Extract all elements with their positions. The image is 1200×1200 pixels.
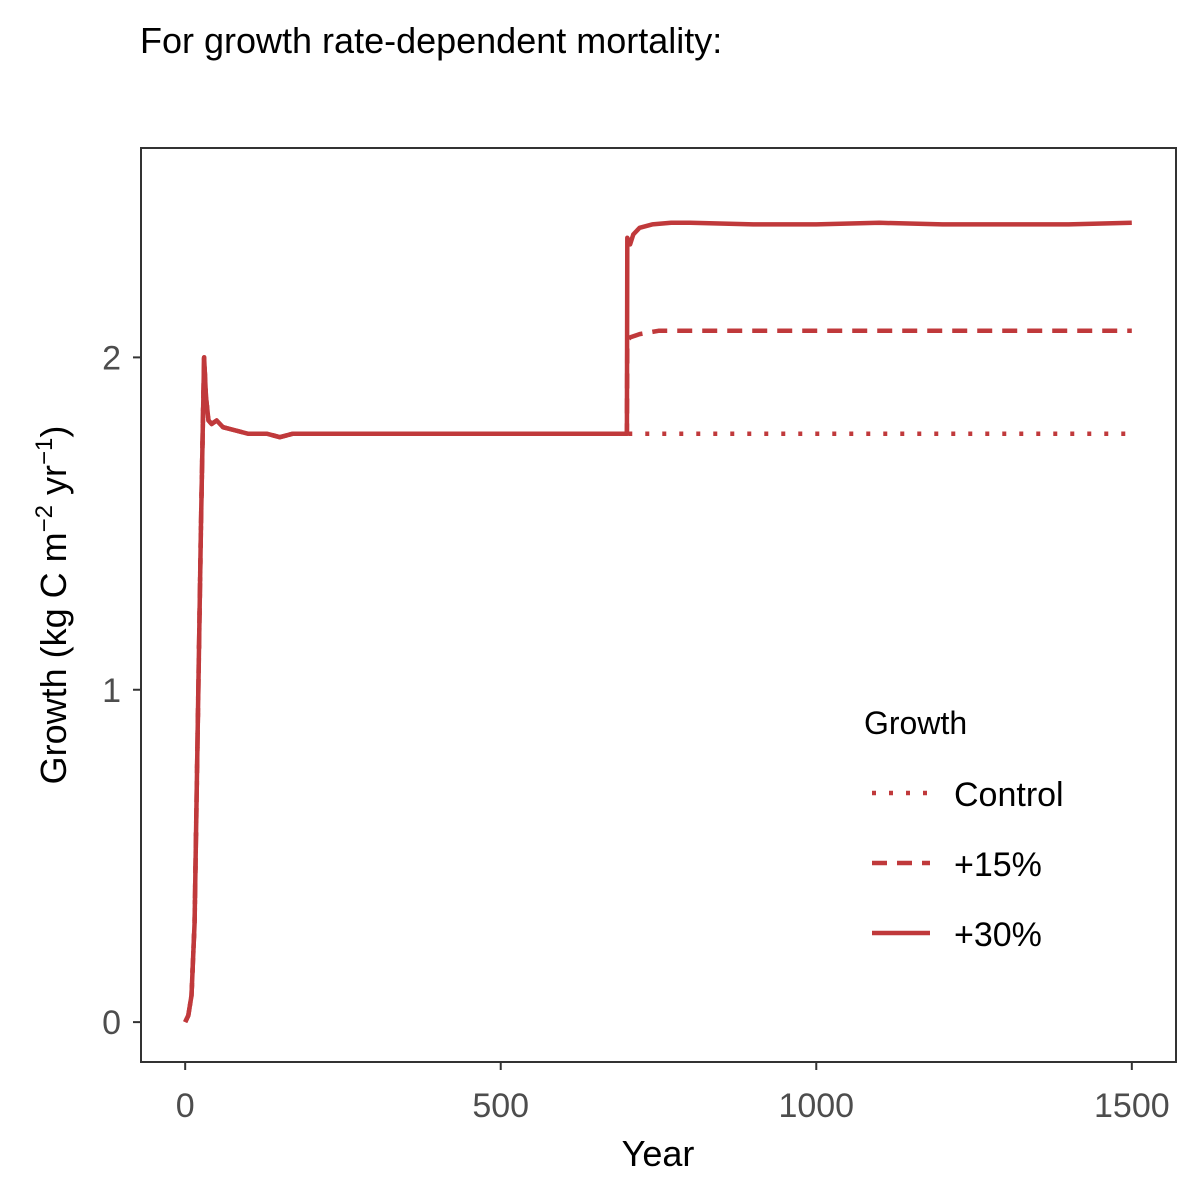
x-axis-title: Year	[622, 1133, 695, 1174]
legend-title: Growth	[864, 705, 967, 741]
y-axis-title-end: )	[33, 426, 74, 438]
legend-label: Control	[954, 776, 1064, 814]
x-tick-label: 1500	[1094, 1087, 1170, 1125]
x-tick-label: 500	[472, 1087, 529, 1125]
x-tick-label: 0	[176, 1087, 195, 1125]
y-axis: 0 1 2	[102, 339, 141, 1042]
y-axis-title-sup2: −1	[31, 438, 58, 465]
y-tick-label: 0	[102, 1004, 121, 1042]
y-axis-title-main: Growth (kg C m	[33, 532, 74, 784]
plot-area	[140, 147, 1177, 1063]
x-axis: 0 500 1000 1500	[176, 1062, 1170, 1125]
legend-label: +15%	[954, 846, 1042, 884]
legend-label: +30%	[954, 916, 1042, 954]
y-axis-title: Growth (kg C m−2 yr−1)	[31, 426, 74, 785]
series-line-dotted	[183, 355, 1132, 1024]
plot-panel-border	[140, 147, 1177, 1063]
chart-title: For growth rate-dependent mortality:	[140, 20, 722, 61]
x-tick-label: 1000	[778, 1087, 854, 1125]
y-axis-title-mid: yr	[33, 465, 74, 505]
y-tick-label: 2	[102, 339, 121, 377]
y-axis-title-sup1: −2	[31, 505, 58, 532]
y-tick-label: 1	[102, 672, 121, 710]
legend: Growth Control +15% +30%	[864, 705, 1064, 954]
series-layer	[183, 220, 1132, 1024]
series-line-solid	[183, 220, 1132, 1024]
